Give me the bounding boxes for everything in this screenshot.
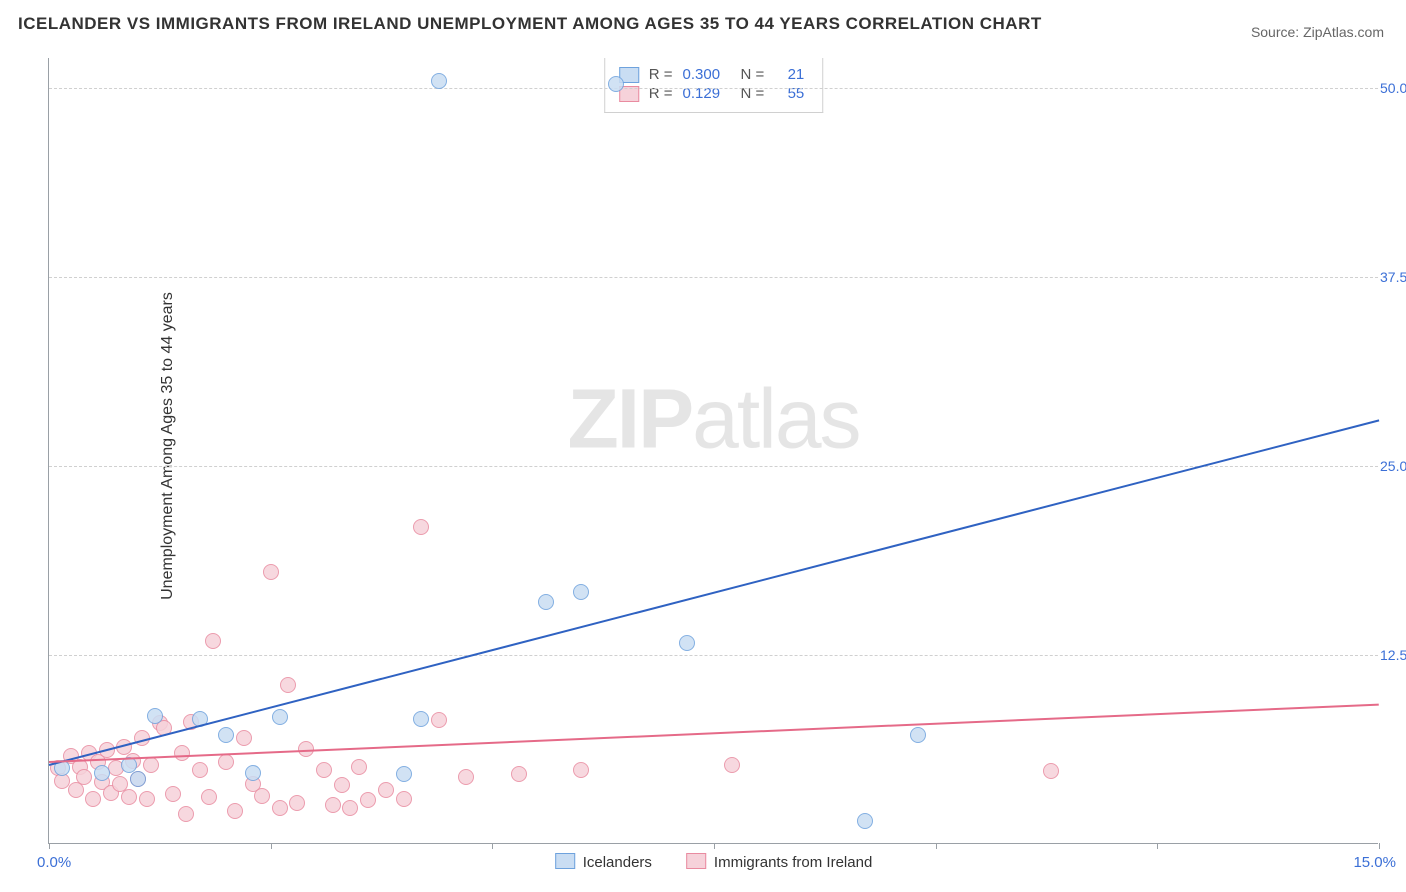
trend-line <box>49 420 1379 767</box>
x-tick <box>49 843 50 849</box>
x-tick <box>1379 843 1380 849</box>
y-tick-label: 50.0% <box>1380 80 1406 96</box>
scatter-point <box>413 711 429 727</box>
scatter-point <box>724 757 740 773</box>
x-tick <box>714 843 715 849</box>
scatter-point <box>139 791 155 807</box>
stat-n-value: 21 <box>774 66 804 83</box>
scatter-point <box>910 727 926 743</box>
scatter-point <box>360 792 376 808</box>
scatter-point <box>573 584 589 600</box>
legend-item: Icelanders <box>555 853 652 871</box>
scatter-plot-area: ZIPatlas R =0.300N =21R =0.129N =55 0.0%… <box>48 58 1378 844</box>
stat-n-label: N = <box>741 66 765 83</box>
gridline <box>49 655 1378 656</box>
x-tick <box>492 843 493 849</box>
scatter-point <box>511 766 527 782</box>
gridline <box>49 466 1378 467</box>
x-tick <box>1157 843 1158 849</box>
scatter-point <box>334 777 350 793</box>
scatter-point <box>316 762 332 778</box>
stat-r-label: R = <box>649 66 673 83</box>
stat-row: R = 0.300 N = 21 <box>619 66 805 83</box>
scatter-point <box>342 800 358 816</box>
scatter-point <box>218 754 234 770</box>
scatter-point <box>192 762 208 778</box>
scatter-point <box>1043 763 1059 779</box>
gridline <box>49 88 1378 89</box>
scatter-point <box>85 791 101 807</box>
legend-swatch <box>686 853 706 869</box>
y-tick-label: 25.0% <box>1380 458 1406 474</box>
stat-r-value: 0.300 <box>683 66 731 83</box>
scatter-point <box>236 730 252 746</box>
source-attribution: Source: ZipAtlas.com <box>1251 24 1384 40</box>
x-tick <box>936 843 937 849</box>
scatter-point <box>178 806 194 822</box>
scatter-point <box>272 709 288 725</box>
scatter-point <box>431 712 447 728</box>
x-axis-max-label: 15.0% <box>1353 854 1396 871</box>
scatter-point <box>679 635 695 651</box>
scatter-point <box>263 564 279 580</box>
legend-item: Immigrants from Ireland <box>686 853 872 871</box>
correlation-stats-box: R =0.300N =21R =0.129N =55 <box>604 58 824 113</box>
scatter-point <box>289 795 305 811</box>
legend-categories: Icelanders Immigrants from Ireland <box>555 853 873 871</box>
scatter-point <box>458 769 474 785</box>
scatter-point <box>396 791 412 807</box>
scatter-point <box>280 677 296 693</box>
scatter-point <box>857 813 873 829</box>
legend-swatch <box>555 853 575 869</box>
y-tick-label: 37.5% <box>1380 269 1406 285</box>
chart-title: ICELANDER VS IMMIGRANTS FROM IRELAND UNE… <box>18 14 1042 34</box>
scatter-point <box>227 803 243 819</box>
legend-label: Icelanders <box>583 854 652 871</box>
scatter-point <box>254 788 270 804</box>
scatter-point <box>201 789 217 805</box>
x-axis-min-label: 0.0% <box>37 854 71 871</box>
scatter-point <box>431 73 447 89</box>
scatter-point <box>351 759 367 775</box>
scatter-point <box>76 769 92 785</box>
scatter-point <box>245 765 261 781</box>
scatter-point <box>174 745 190 761</box>
x-tick <box>271 843 272 849</box>
y-tick-label: 12.5% <box>1380 647 1406 663</box>
scatter-point <box>121 789 137 805</box>
scatter-point <box>147 708 163 724</box>
legend-label: Immigrants from Ireland <box>714 854 872 871</box>
scatter-point <box>130 771 146 787</box>
watermark-bold: ZIP <box>567 372 692 466</box>
scatter-point <box>538 594 554 610</box>
scatter-point <box>378 782 394 798</box>
watermark: ZIPatlas <box>567 371 859 468</box>
scatter-point <box>218 727 234 743</box>
scatter-point <box>413 519 429 535</box>
scatter-point <box>396 766 412 782</box>
watermark-light: atlas <box>692 372 859 466</box>
gridline <box>49 277 1378 278</box>
scatter-point <box>272 800 288 816</box>
scatter-point <box>205 633 221 649</box>
scatter-point <box>325 797 341 813</box>
scatter-point <box>143 757 159 773</box>
scatter-point <box>165 786 181 802</box>
scatter-point <box>573 762 589 778</box>
